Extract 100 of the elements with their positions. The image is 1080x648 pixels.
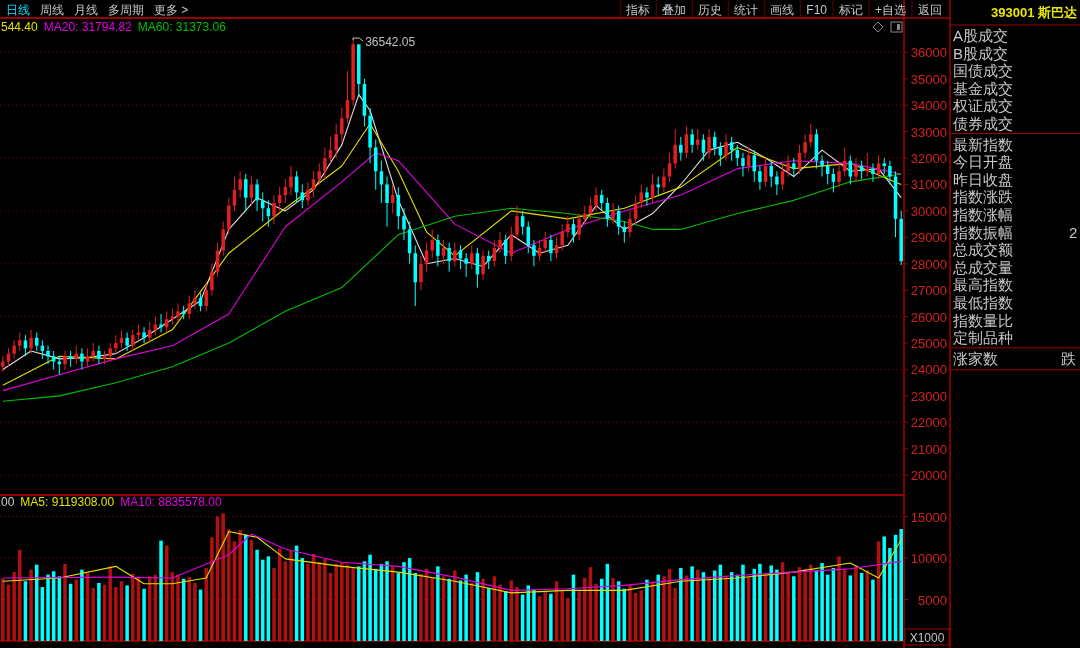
candlestick [340, 107, 344, 143]
candlestick [690, 128, 694, 154]
candlestick [577, 213, 581, 241]
candlestick [176, 302, 180, 323]
candlestick [18, 331, 22, 352]
y-tick-label: 5000 [918, 592, 947, 608]
annotation: MA20: 31794.82 [43, 20, 133, 34]
candlestick [272, 194, 276, 225]
bar [532, 589, 536, 641]
text: 最低指数 [953, 294, 1013, 311]
y-tick-label: 29000 [910, 230, 947, 246]
text: 月线 [74, 3, 98, 17]
bar [775, 569, 779, 641]
text: 日线 [6, 3, 30, 17]
text: F10 [806, 3, 828, 17]
bar [18, 549, 22, 641]
text: 返回 [918, 3, 942, 17]
candlestick [792, 157, 796, 178]
candlestick [221, 220, 225, 257]
bar [690, 566, 694, 641]
bar [645, 579, 649, 641]
text: 多周期 [108, 3, 144, 17]
candlestick [436, 234, 440, 267]
candlestick [244, 173, 248, 212]
candlestick [131, 329, 135, 352]
bar [12, 572, 16, 641]
candlestick [888, 160, 892, 185]
bar [46, 574, 50, 641]
candlestick [656, 176, 660, 196]
bar [142, 588, 146, 641]
text: 标记 [837, 3, 863, 17]
candlestick [85, 347, 90, 368]
bar [306, 563, 310, 641]
annotation: 00 [1, 495, 15, 509]
bar [193, 582, 197, 641]
candlestick [549, 234, 553, 262]
bar [453, 570, 457, 641]
candlestick [317, 162, 321, 185]
bar [210, 537, 214, 641]
text: 跌 [1061, 349, 1076, 367]
candlestick [481, 250, 485, 281]
text: 周线 [40, 3, 64, 17]
bar [244, 534, 248, 641]
candlestick [91, 342, 95, 363]
candlestick [97, 345, 101, 365]
bar [368, 554, 372, 641]
candlestick [650, 173, 655, 204]
candlestick [453, 242, 457, 267]
bar [272, 568, 276, 641]
bar [464, 574, 468, 641]
y-tick-label: 21000 [910, 441, 947, 457]
candlestick [594, 186, 598, 212]
candlestick [769, 160, 773, 188]
text: B股成交 [953, 44, 1009, 62]
candlestick [430, 228, 434, 259]
bar [80, 569, 84, 641]
candlestick [645, 186, 649, 207]
line-series [2, 94, 902, 371]
annotation: MA10: 8835578.00 [120, 495, 222, 509]
y-tick-label: 10000 [910, 551, 947, 567]
bar [221, 513, 225, 641]
y-tick-label: 36000 [910, 45, 947, 61]
bar [594, 583, 598, 641]
candlestick [662, 168, 666, 193]
bar [611, 577, 615, 641]
y-tick-label: 24000 [910, 362, 947, 378]
annotation: MA60: 31373.06 [137, 20, 227, 34]
candlestick [29, 329, 33, 355]
text: 指数量比 [952, 311, 1013, 329]
text: 今日开盘 [953, 153, 1013, 171]
text: 指数涨幅 [952, 206, 1013, 223]
bar [114, 587, 118, 641]
bar [255, 549, 259, 641]
bar [696, 569, 700, 641]
candlestick [583, 205, 587, 225]
candlestick [12, 339, 16, 360]
bar [357, 566, 361, 641]
candlestick [402, 207, 406, 241]
candlestick [515, 205, 519, 241]
bar [809, 564, 813, 641]
y-tick-label: 28000 [910, 256, 947, 272]
bar [323, 558, 327, 641]
bar [238, 529, 242, 641]
candlestick [679, 136, 683, 162]
bar [317, 562, 321, 641]
bar [786, 571, 790, 641]
text: 基金成交 [953, 79, 1013, 97]
candlestick [385, 176, 389, 228]
text: 393001 斯巴达 [991, 5, 1078, 20]
candlestick [611, 202, 615, 225]
text: 历史 [698, 3, 723, 17]
text: 昨日收盘 [953, 170, 1013, 188]
text: A股成交 [953, 27, 1009, 44]
annotation: 36542.05 [365, 35, 416, 50]
bar [628, 584, 632, 641]
bar [159, 540, 163, 641]
candlestick [306, 181, 310, 207]
bar [577, 591, 581, 641]
text: 国债成交 [953, 62, 1013, 80]
candlestick [46, 345, 50, 365]
